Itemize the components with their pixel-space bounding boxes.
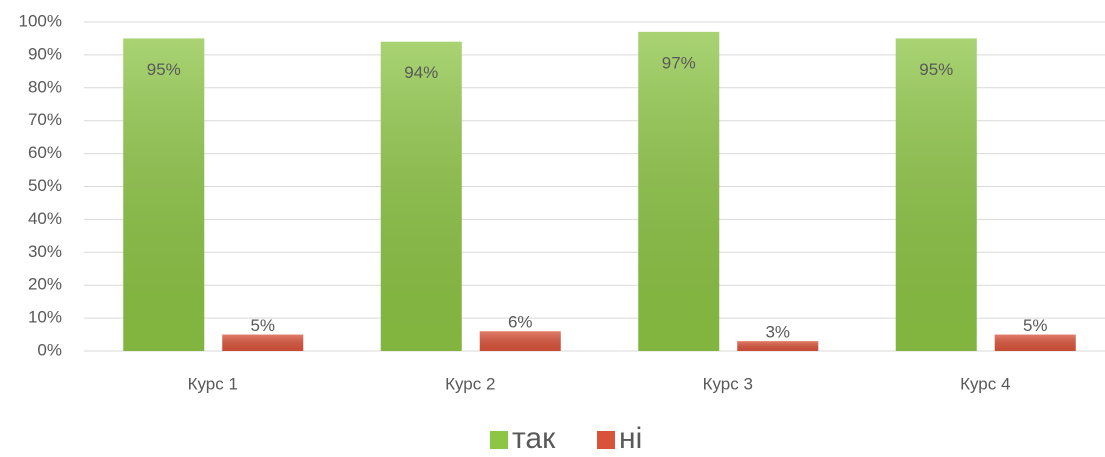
- x-tick-label: Курс 1: [188, 374, 238, 393]
- bar-shade: [380, 41, 462, 352]
- y-tick-label: 30%: [28, 242, 62, 261]
- y-tick-label: 90%: [28, 44, 62, 63]
- y-tick-label: 50%: [28, 176, 62, 195]
- bar-shade: [737, 341, 819, 351]
- bar-shade: [895, 38, 977, 351]
- x-tick-label: Курс 3: [703, 374, 753, 393]
- legend-label: так: [512, 422, 556, 455]
- data-label: 95%: [919, 60, 953, 79]
- y-tick-label: 10%: [28, 308, 62, 327]
- data-label: 3%: [765, 323, 790, 342]
- y-tick-label: 20%: [28, 275, 62, 294]
- bar-shade: [994, 334, 1076, 351]
- data-label: 94%: [404, 63, 438, 82]
- y-tick-label: 0%: [37, 340, 62, 359]
- y-tick-label: 60%: [28, 143, 62, 162]
- bar-shade: [479, 331, 561, 351]
- bar-shade: [222, 334, 304, 351]
- y-tick-label: 70%: [28, 110, 62, 129]
- legend-label: ні: [619, 422, 642, 455]
- y-tick-label: 100%: [19, 11, 62, 30]
- x-tick-label: Курс 2: [445, 374, 495, 393]
- legend-swatch: [490, 431, 508, 449]
- bar-shade: [123, 38, 205, 351]
- data-label: 6%: [508, 313, 533, 332]
- data-label: 97%: [662, 53, 696, 72]
- data-label: 5%: [250, 316, 275, 335]
- y-tick-label: 40%: [28, 209, 62, 228]
- y-tick-label: 80%: [28, 77, 62, 96]
- x-tick-label: Курс 4: [960, 374, 1010, 393]
- legend-swatch: [597, 431, 615, 449]
- data-label: 95%: [147, 60, 181, 79]
- data-label: 5%: [1023, 316, 1048, 335]
- bar-shade: [638, 31, 720, 352]
